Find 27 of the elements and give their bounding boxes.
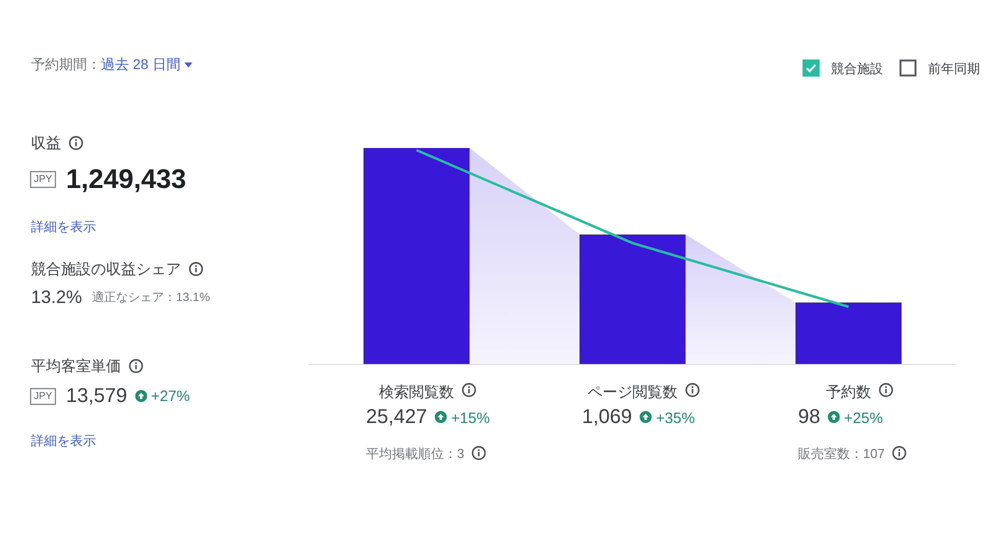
text: 詳細を表示: [31, 219, 96, 234]
text: 13.2%: [31, 287, 82, 307]
text: 収益: [31, 135, 61, 152]
text: 98: [798, 406, 820, 428]
text: JPY: [34, 174, 53, 186]
text: 過去 28 日間: [101, 56, 180, 72]
x-tick-label: ページ閲覧数: [588, 384, 678, 401]
text: +35%: [656, 410, 695, 427]
text: 平均掲載順位：3: [366, 446, 464, 461]
text: 詳細を表示: [31, 433, 96, 448]
x-tick-label: 検索閲覧数: [379, 384, 454, 401]
text: 平均客室単価: [31, 358, 121, 375]
text: 25,427: [366, 406, 428, 428]
text: 適正なシェア：13.1%: [92, 290, 210, 304]
text: 競合施設の収益シェア: [31, 261, 181, 278]
x-tick-label: 予約数: [826, 384, 871, 401]
legend-label: 前年同期: [928, 61, 980, 76]
text: 予約期間：: [31, 56, 101, 72]
text: 1,069: [582, 406, 632, 428]
text: 13,579: [66, 385, 128, 407]
text: 1,249,433: [66, 164, 186, 194]
text: JPY: [34, 391, 53, 402]
text: +27%: [151, 388, 190, 405]
text: +25%: [844, 410, 883, 427]
text: +15%: [451, 410, 490, 427]
legend-label: 競合施設: [831, 61, 883, 76]
text: 販売室数：107: [798, 446, 885, 461]
